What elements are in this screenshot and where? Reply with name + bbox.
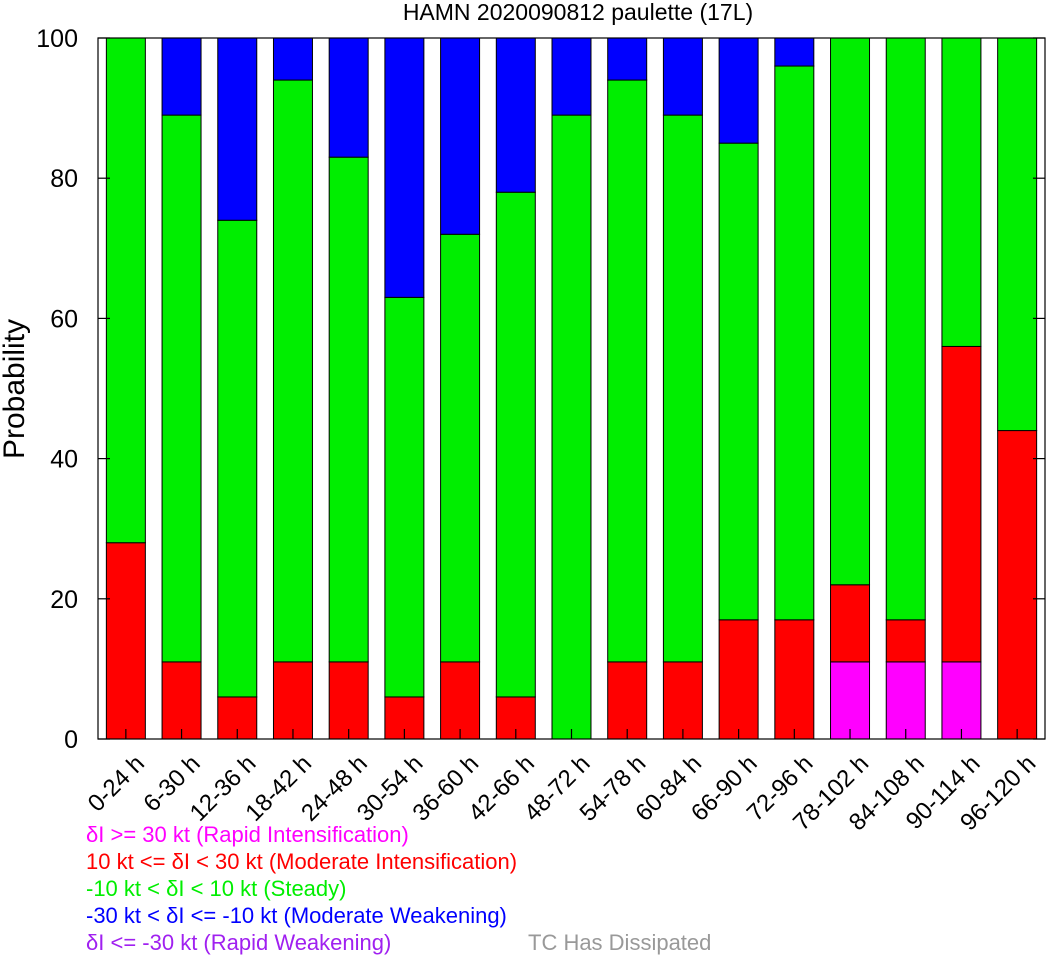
axes (97, 37, 1046, 740)
x-tick-label-0: 0-24 h (83, 750, 150, 817)
legend-entry-moderate-intensification: 10 kt <= δI < 30 kt (Moderate Intensific… (86, 849, 518, 874)
y-tick-label-80: 80 (50, 165, 78, 193)
bar-segment-12-36h-s3 (217, 37, 258, 221)
bar-segment-78-102h-s1 (830, 584, 871, 663)
y-tick-label-0: 0 (64, 726, 78, 754)
bar-segment-18-42h-s1 (272, 661, 313, 740)
bar-segment-90-114h-s2 (941, 37, 982, 347)
bar-segment-42-66h-s3 (495, 37, 536, 193)
bar-segment-60-84h-s2 (662, 114, 703, 663)
bar-stack-group (105, 37, 1038, 740)
bar-segment-24-48h-s2 (328, 156, 369, 663)
bar-segment-30-54h-s2 (384, 296, 425, 698)
bar-segment-6-30h-s2 (161, 114, 202, 663)
y-tick-label-20: 20 (50, 586, 78, 614)
y-tick-label-40: 40 (50, 446, 78, 474)
bar-segment-84-108h-s0 (885, 661, 926, 740)
legend-entry-tc-dissipated: TC Has Dissipated (528, 930, 712, 955)
y-axis-label: Probability (0, 319, 31, 459)
bar-segment-96-120h-s1 (997, 430, 1038, 740)
bar-segment-42-66h-s2 (495, 191, 536, 698)
bar-segment-6-30h-s1 (161, 661, 202, 740)
bar-segment-30-54h-s3 (384, 37, 425, 298)
bar-segment-60-84h-s1 (662, 661, 703, 740)
bar-segment-36-60h-s2 (440, 233, 481, 663)
bar-segment-60-84h-s3 (662, 37, 703, 116)
bar-segment-96-120h-s2 (997, 37, 1038, 432)
legend-entry-moderate-weakening: -30 kt < δI <= -10 kt (Moderate Weakenin… (86, 903, 507, 928)
bar-segment-78-102h-s0 (830, 661, 871, 740)
legend-entry-rapid-weakening: δI <= -30 kt (Rapid Weakening) (86, 930, 392, 955)
y-tick-labels: 0 20 40 60 80 100 (36, 25, 78, 754)
bar-segment-12-36h-s2 (217, 219, 258, 698)
bar-segment-6-30h-s3 (161, 37, 202, 116)
y-tick-label-60: 60 (50, 305, 78, 333)
bar-segment-48-72h-s3 (551, 37, 592, 116)
legend-entry-steady: -10 kt < δI < 10 kt (Steady) (86, 876, 347, 901)
bar-segment-18-42h-s2 (272, 79, 313, 663)
legend-entry-rapid-intensification: δI >= 30 kt (Rapid Intensification) (86, 822, 409, 847)
bar-segment-0-24h-s1 (105, 542, 146, 740)
bar-segment-78-102h-s2 (830, 37, 871, 586)
bar-segment-84-108h-s2 (885, 37, 926, 621)
bar-segment-36-60h-s3 (440, 37, 481, 235)
bar-segment-84-108h-s1 (885, 619, 926, 663)
bar-segment-18-42h-s3 (272, 37, 313, 81)
bar-segment-54-78h-s1 (607, 661, 648, 740)
bar-segment-66-90h-s3 (718, 37, 759, 144)
chart-title: HAMN 2020090812 paulette (17L) (403, 0, 753, 25)
bar-segment-0-24h-s2 (105, 37, 146, 544)
bar-segment-66-90h-s1 (718, 619, 759, 740)
bar-segment-90-114h-s0 (941, 661, 982, 740)
bar-segment-72-96h-s3 (774, 37, 815, 67)
bar-segment-54-78h-s3 (607, 37, 648, 81)
bar-segment-66-90h-s2 (718, 142, 759, 621)
bar-segment-72-96h-s2 (774, 65, 815, 621)
y-tick-label-100: 100 (36, 25, 78, 53)
bar-segment-90-114h-s1 (941, 345, 982, 663)
bar-segment-54-78h-s2 (607, 79, 648, 663)
bar-segment-72-96h-s1 (774, 619, 815, 740)
bar-segment-36-60h-s1 (440, 661, 481, 740)
bar-segment-24-48h-s3 (328, 37, 369, 158)
bar-segment-48-72h-s2 (551, 114, 592, 740)
bar-segment-24-48h-s1 (328, 661, 369, 740)
